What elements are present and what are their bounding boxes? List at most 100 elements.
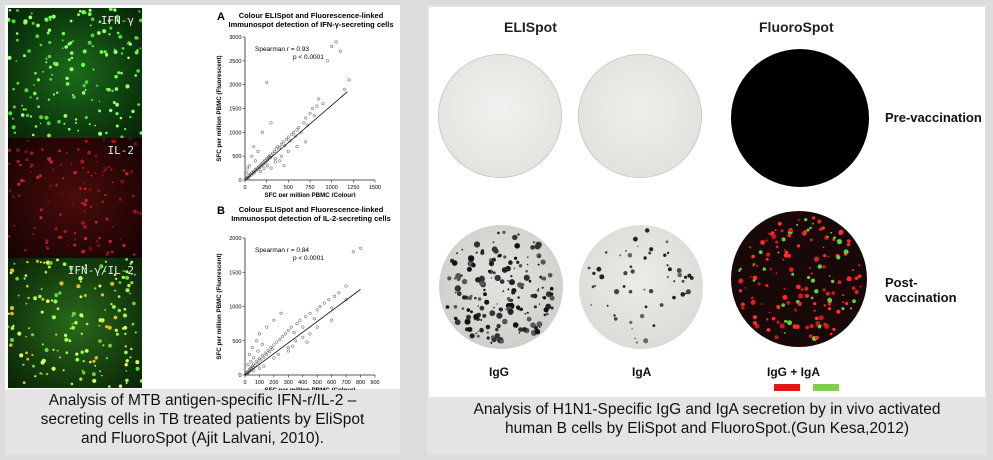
- ifn-gamma-spot: [15, 60, 18, 62]
- iga-spot: [643, 288, 646, 291]
- ifn-gamma-spot: [113, 8, 117, 12]
- chart-a-data-point: [295, 145, 299, 149]
- chart-b-x-tick-label: 600: [327, 380, 336, 386]
- il2-spot: [96, 161, 99, 164]
- ifn-gamma-spot: [57, 119, 61, 124]
- fluorospot-spot: [854, 289, 859, 295]
- fluorospot-spot: [815, 324, 817, 327]
- fluorospot-spots: [738, 216, 862, 342]
- ifn-gamma-spot: [88, 8, 92, 12]
- ifn-gamma-spot: [139, 18, 142, 23]
- ifn-gamma-spot: [115, 14, 120, 19]
- iga-spot: [630, 269, 635, 274]
- iga-spot: [648, 251, 652, 255]
- il2-spot: [80, 159, 85, 164]
- fluorospot-spot: [827, 255, 830, 258]
- merged-spot: [26, 260, 29, 264]
- il2-spot: [47, 200, 50, 203]
- fluorospot-spot: [809, 226, 812, 230]
- merged-spots: [8, 258, 142, 388]
- merged-spot: [98, 339, 102, 343]
- fluorospot-spot: [815, 321, 820, 326]
- fluorospot-spot: [814, 256, 820, 262]
- ifn-gamma-spot: [116, 31, 120, 35]
- merged-spot: [92, 359, 96, 363]
- merged-spot: [44, 347, 49, 353]
- merged-spot: [125, 275, 130, 280]
- merged-spot: [40, 310, 44, 314]
- il2-spot: [23, 248, 27, 252]
- fluorospot-spot: [813, 309, 816, 312]
- chart-a-data-point: [279, 142, 283, 146]
- il2-spot: [8, 148, 12, 153]
- merged-spot: [9, 343, 13, 347]
- igg-label: IgG: [489, 365, 509, 379]
- fluorospot-spot: [828, 307, 832, 311]
- igg-spot: [545, 291, 552, 298]
- il2-spot: [89, 205, 92, 208]
- merged-spot: [121, 275, 126, 280]
- fluorospot-spot: [776, 320, 780, 324]
- igg-spot: [454, 319, 461, 326]
- fluorospot-spot: [807, 275, 811, 280]
- igg-spot: [512, 322, 519, 328]
- merged-spot: [22, 363, 25, 366]
- il2-spot: [58, 149, 61, 153]
- chart-a-data-point: [269, 153, 273, 157]
- il2-spot: [45, 241, 48, 245]
- il2-spot: [73, 232, 77, 235]
- chart-a-data-point: [252, 145, 256, 149]
- merged-spot: [51, 315, 57, 320]
- igg-spot: [547, 272, 553, 278]
- ifn-gamma-spot: [30, 12, 33, 15]
- merged-spot: [125, 359, 129, 363]
- merged-spot: [78, 276, 83, 281]
- fluorospot-spot: [757, 282, 761, 286]
- igg-spot: [485, 324, 491, 330]
- il2-spot: [111, 225, 114, 228]
- fluorospot-spot: [754, 323, 760, 329]
- chart-b-data-point: [351, 250, 355, 254]
- merged-spot: [22, 381, 26, 385]
- chart-b-data-point: [318, 304, 322, 309]
- merged-spot: [19, 353, 24, 358]
- merged-spot: [85, 322, 89, 326]
- fluorospot-spot: [854, 276, 859, 280]
- fluorospot-spot: [781, 237, 786, 242]
- ifn-gamma-spot: [51, 14, 56, 19]
- igg-spot: [538, 303, 541, 305]
- igg-spot: [483, 288, 486, 292]
- merged-spot: [98, 284, 102, 288]
- fluorospot-spot: [831, 291, 836, 295]
- fluorospot-spot: [805, 325, 809, 330]
- chart-b-data-point: [275, 340, 279, 344]
- chart-a-data-point: [246, 166, 250, 170]
- ifn-gamma-spot: [47, 133, 51, 138]
- il2-spot: [82, 182, 85, 185]
- ifn-gamma-spot: [75, 121, 77, 124]
- fluorospot-spot: [749, 275, 752, 278]
- il2-spot: [105, 252, 109, 256]
- chart-a-data-point: [279, 154, 283, 158]
- merged-spot: [130, 347, 133, 351]
- merged-spot: [125, 258, 129, 261]
- merged-spot: [10, 268, 15, 273]
- iga-spot: [652, 324, 656, 327]
- chart-a-data-point: [295, 128, 299, 132]
- ifn-gamma-spot: [105, 131, 108, 135]
- igg-spot: [470, 310, 473, 314]
- igg-spot: [466, 308, 471, 312]
- merged-spot: [12, 324, 15, 327]
- fluorospot-spot: [838, 231, 843, 236]
- ifn-gamma-spot: [115, 124, 119, 128]
- fluorospot-spot: [787, 320, 792, 326]
- merged-label: IFN-γ/IL-2: [67, 264, 134, 277]
- igg-spot: [497, 231, 500, 235]
- chart-a-data-point: [302, 121, 306, 125]
- igg-spot: [517, 308, 520, 311]
- fluorospot-spot: [788, 227, 793, 233]
- igg-spot: [450, 258, 455, 263]
- ifn-gamma-spot: [102, 29, 107, 34]
- ifn-gamma-spot: [65, 76, 69, 81]
- il2-spot: [132, 194, 135, 198]
